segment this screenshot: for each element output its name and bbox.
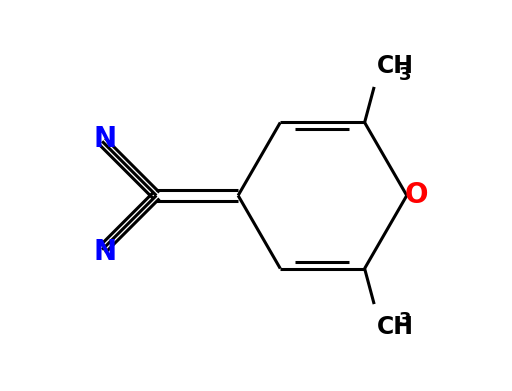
Text: 3: 3: [399, 311, 412, 329]
Text: 3: 3: [399, 66, 412, 84]
Text: CH: CH: [377, 54, 414, 78]
Text: N: N: [93, 238, 116, 266]
Text: CH: CH: [377, 315, 414, 339]
Text: O: O: [404, 181, 428, 210]
Text: N: N: [93, 125, 116, 153]
